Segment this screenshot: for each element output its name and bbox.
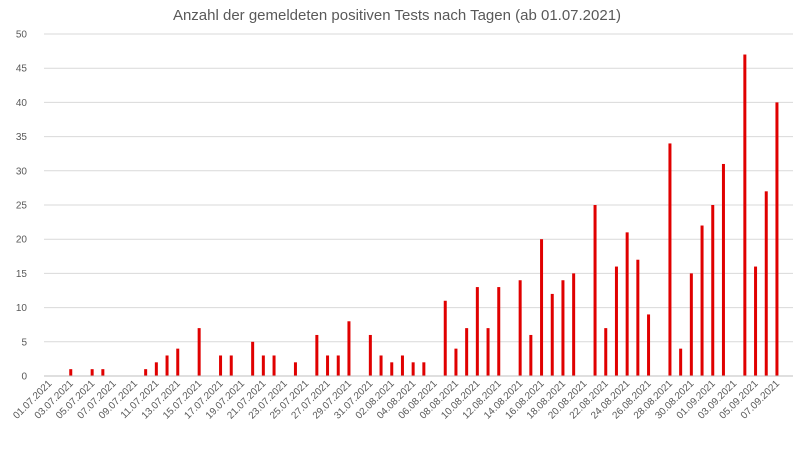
bar [379,355,383,376]
bar [400,355,404,376]
bar [347,321,351,376]
bar [604,328,608,376]
bar [679,348,683,376]
x-axis-ticks: 01.07.202103.07.202105.07.202107.07.2021… [11,378,782,421]
y-tick-label: 10 [16,303,28,314]
bar [700,225,704,376]
bar [229,355,233,376]
gridlines [44,33,793,343]
bar [743,54,747,377]
bar [518,280,522,376]
bar [636,259,640,376]
y-tick-label: 25 [16,201,28,212]
bar [69,369,73,376]
y-tick-label: 45 [16,64,28,75]
bar [775,102,779,377]
bar [101,369,105,376]
bar [668,143,672,376]
bar [540,239,544,376]
bar [390,362,394,376]
bar [326,355,330,376]
bar [165,355,169,376]
y-tick-label: 50 [16,30,28,41]
bar [261,355,265,376]
bar [251,341,255,376]
bar [154,362,158,376]
bar [411,362,415,376]
bar [486,328,490,376]
y-tick-label: 0 [21,372,27,383]
y-tick-label: 20 [16,235,28,246]
bar [475,287,479,376]
bar [754,266,758,376]
bar [465,328,469,376]
bar [443,300,447,376]
bar [197,328,201,376]
bar [336,355,340,376]
bar [614,266,618,376]
bar [454,348,458,376]
chart-title: Anzahl der gemeldeten positiven Tests na… [173,7,621,24]
y-tick-label: 40 [16,98,28,109]
bar [561,280,565,376]
bar [593,205,597,376]
y-tick-label: 35 [16,132,28,143]
bars [69,54,779,377]
bar [625,232,629,376]
bar [572,273,576,376]
bar [711,205,715,376]
y-tick-label: 15 [16,269,28,280]
bar [689,273,693,376]
bar [272,355,276,376]
bar [764,191,768,376]
bar [144,369,148,376]
bar [497,287,501,376]
bar [293,362,297,376]
y-tick-label: 30 [16,166,28,177]
bar [529,334,533,376]
bar [647,314,651,376]
bar [90,369,94,376]
bar [315,334,319,376]
bar [422,362,426,376]
y-tick-label: 5 [21,337,27,348]
bar [219,355,223,376]
bar [721,163,725,376]
bar [368,334,372,376]
y-axis-ticks: 0 5 10 15 20 25 30 35 40 45 50 [16,30,28,383]
bar [550,293,554,376]
bar [176,348,180,376]
